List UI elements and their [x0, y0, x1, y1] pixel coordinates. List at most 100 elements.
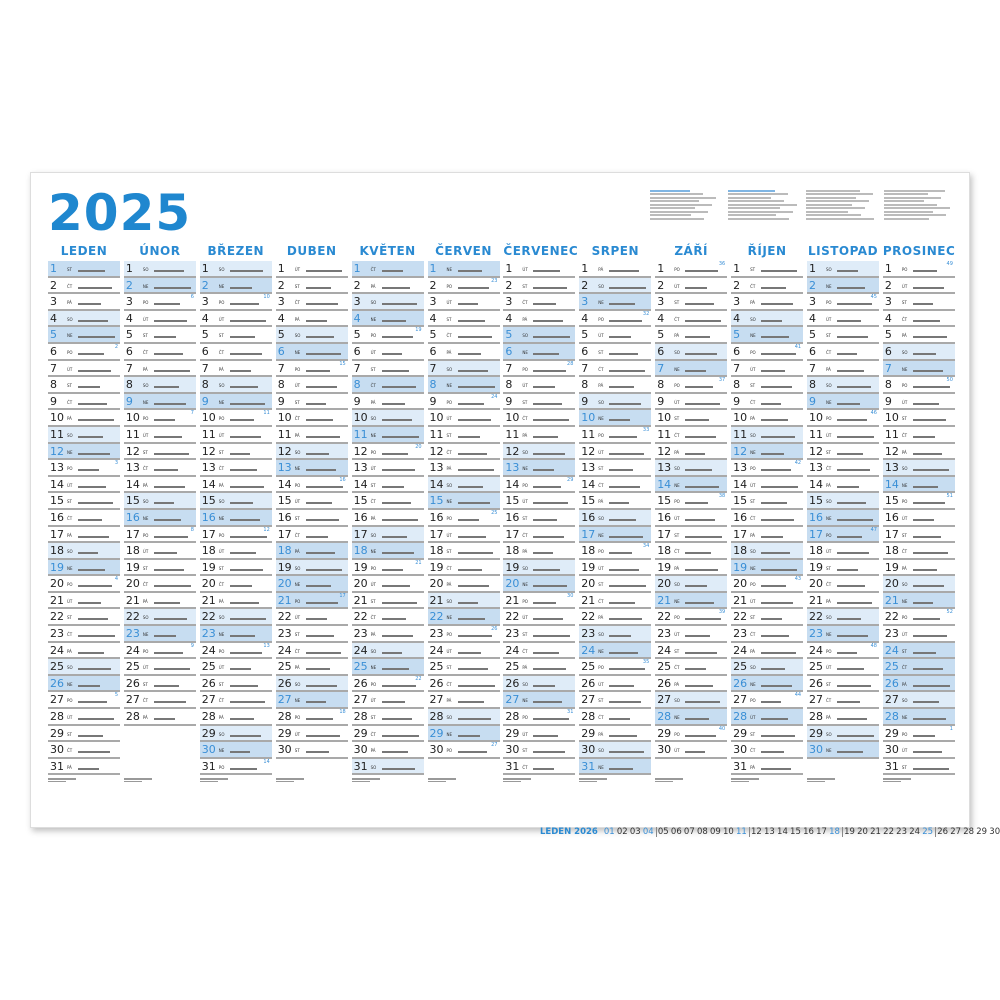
day-cell: 8 PO 37 [655, 377, 728, 394]
name-day-line [533, 635, 571, 638]
day-number: 26 [581, 676, 596, 690]
day-number: 23 [657, 627, 672, 641]
day-cell: 10 ČT [275, 410, 348, 427]
name-day-line [533, 369, 567, 372]
name-day-line [153, 435, 182, 438]
day-cell: 20 ČT [199, 576, 272, 593]
name-day-line [609, 684, 635, 687]
month-footer [275, 775, 348, 791]
strip-day: 15 [790, 827, 801, 837]
name-day-line [153, 618, 187, 621]
name-day-line [229, 419, 254, 422]
day-number: 21 [125, 593, 140, 607]
day-cell: 26 NE [48, 675, 120, 693]
name-day-line [533, 585, 568, 588]
name-day-line [609, 601, 636, 604]
day-number: 2 [277, 278, 285, 292]
day-cell: 16 ST [503, 510, 576, 527]
name-day-line [78, 319, 108, 322]
day-number: 5 [201, 328, 209, 342]
day-number: 5 [429, 328, 437, 342]
day-number: 2 [125, 278, 133, 292]
weekday-abbr: PO [901, 267, 908, 272]
weekday-abbr: PO [67, 349, 73, 355]
weekday-abbr: ST [750, 267, 756, 272]
name-day-line [837, 568, 858, 571]
day-cell: 18 ČT [882, 543, 955, 560]
day-number: 7 [125, 361, 133, 375]
day-number: 28 [809, 710, 823, 724]
day-number: 2 [657, 278, 665, 292]
name-day-line [457, 352, 481, 355]
week-number: 37 [718, 377, 726, 384]
day-cell: 4 PÁ [275, 311, 348, 328]
weekday-abbr: PO [294, 366, 301, 372]
name-day-line [457, 668, 488, 671]
day-number: 24 [809, 643, 823, 657]
day-cell: 30 ČT [731, 742, 804, 759]
day-number: 13 [429, 461, 444, 475]
name-day-line [305, 651, 341, 654]
weekday-abbr: ST [294, 515, 300, 521]
weekday-abbr: SO [901, 698, 908, 704]
weekday-abbr: ČT [522, 764, 528, 770]
day-cell: 29 ÚT [503, 726, 576, 743]
weekday-abbr: PO [826, 532, 832, 538]
weekday-abbr: NE [218, 283, 225, 289]
day-cell: 14 PO 29 [503, 477, 576, 494]
name-day-line [837, 601, 872, 604]
day-number: 27 [505, 693, 520, 707]
day-cell: 24 NE [579, 642, 652, 660]
day-cell: 4 ČT [882, 311, 955, 328]
weekday-abbr: ČT [674, 665, 680, 671]
day-number: 31 [353, 759, 368, 773]
weekday-abbr: ÚT [370, 466, 376, 472]
name-day-line [153, 369, 190, 372]
day-cell: 8 ÚT [275, 377, 348, 394]
day-number: 4 [429, 311, 437, 325]
day-cell: 13 ST [579, 460, 652, 477]
day-cell: 17 ST [882, 527, 955, 544]
day-number: 7 [277, 361, 285, 375]
day-cell: 11 ÚT [123, 427, 196, 444]
name-day-line [305, 535, 328, 538]
day-cell: 6 SO [655, 343, 728, 361]
day-cell: 7 PÁ [807, 361, 879, 378]
day-cell: 20 ČT [123, 576, 196, 593]
day-number: 21 [809, 593, 823, 607]
weekday-abbr: ČT [294, 648, 300, 654]
name-day-line [912, 585, 944, 588]
name-day-line [912, 502, 945, 505]
day-number: 6 [277, 344, 285, 358]
day-number: 18 [884, 544, 899, 558]
name-day-line [837, 352, 857, 355]
weekday-abbr: NE [598, 416, 604, 422]
day-number: 23 [733, 627, 748, 641]
weekday-abbr: NE [598, 648, 604, 654]
day-number: 12 [353, 444, 368, 458]
day-cell: 25 ÚT [199, 659, 272, 676]
day-cell: 6 NE [275, 343, 348, 361]
weekday-abbr: PÁ [522, 549, 528, 555]
day-cell: 20 ST [579, 576, 652, 593]
name-day-line [837, 336, 868, 339]
name-day-line [305, 568, 342, 571]
day-cell: 5 PÁ [882, 327, 955, 344]
weekday-abbr: ÚT [218, 432, 225, 438]
name-day-line [609, 419, 631, 422]
day-cell: 2 NE [199, 277, 272, 295]
day-cell: 14 ÚT [48, 477, 120, 494]
day-number: 14 [505, 477, 520, 491]
month-column: KVĚTEN 1 ČT 2 PÁ 3 SO 4 NE 5 PO 19 6 ÚT 7 ST 8 ČT 9 PÁ 10 SO 1… [351, 244, 424, 791]
day-number: 5 [353, 328, 361, 342]
weekday-abbr: SO [598, 283, 604, 289]
day-number: 5 [809, 328, 816, 342]
name-day-line [533, 751, 566, 754]
name-day-line [78, 336, 115, 339]
name-day-line [837, 286, 865, 289]
day-number: 26 [809, 676, 823, 690]
weekday-abbr: PO [218, 532, 225, 538]
day-number: 24 [429, 643, 444, 657]
name-day-line [912, 601, 933, 604]
weekday-abbr: ST [218, 681, 224, 687]
